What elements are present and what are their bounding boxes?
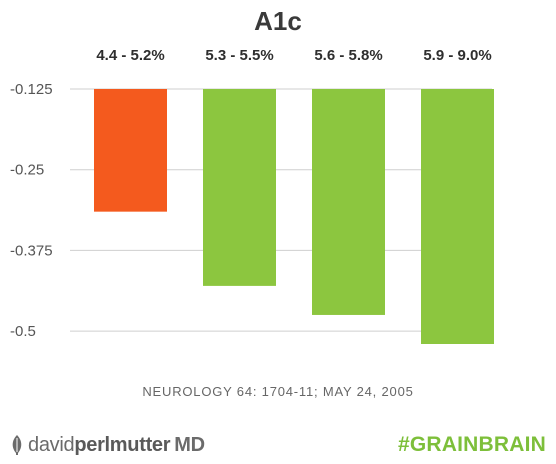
category-labels: 4.4 - 5.2% 5.3 - 5.5% 5.6 - 5.8% 5.9 - 9.0%	[96, 47, 491, 64]
hashtag: #GRAINBRAIN	[397, 433, 546, 456]
y-tick-label: -0.25	[10, 162, 44, 179]
y-tick-label: -0.125	[10, 81, 53, 98]
brand-name-light: david	[28, 433, 75, 456]
y-tick-label: -0.5	[10, 323, 36, 340]
brand-logo: davidperlmutter MD	[10, 432, 205, 458]
category-label: 5.9 - 9.0%	[423, 47, 491, 64]
brand-name: davidperlmutter MD	[28, 434, 205, 457]
source-note: NEUROLOGY 64: 1704-11; MAY 24, 2005	[142, 384, 413, 399]
category-label: 5.6 - 5.8%	[314, 47, 382, 64]
brand-name-bold: perlmutter	[74, 433, 171, 456]
leaf-icon	[12, 435, 22, 455]
bar	[203, 89, 276, 286]
y-axis-ticks: -0.125 -0.25 -0.375 -0.5	[10, 81, 53, 340]
bar	[421, 89, 494, 344]
brand-md: MD	[174, 433, 205, 456]
category-label: 4.4 - 5.2%	[96, 47, 164, 64]
bar	[94, 89, 167, 212]
chart-title: A1c	[254, 6, 302, 36]
category-label: 5.3 - 5.5%	[205, 47, 273, 64]
y-tick-label: -0.375	[10, 242, 53, 259]
bar	[312, 89, 385, 315]
bars	[94, 89, 494, 344]
